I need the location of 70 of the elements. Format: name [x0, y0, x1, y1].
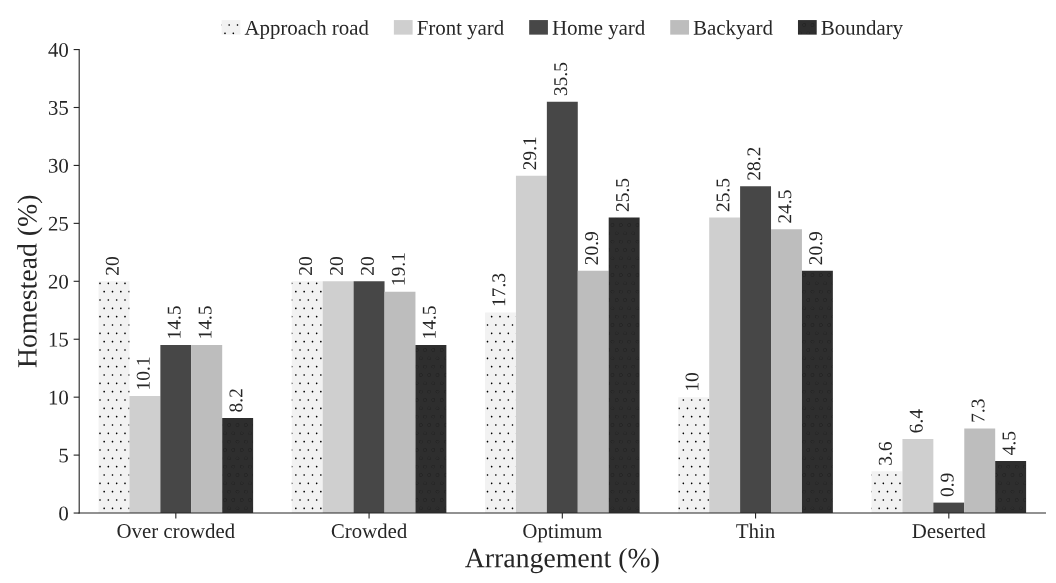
- y-tick-label: 35: [48, 100, 68, 115]
- legend-label: Front yard: [417, 20, 504, 40]
- data-label: 17.3: [492, 273, 506, 306]
- data-label: 8.2: [229, 389, 243, 412]
- data-label: 29.1: [523, 137, 537, 170]
- bar: [709, 217, 741, 514]
- bar: [191, 345, 223, 514]
- bar: [801, 270, 833, 514]
- data-label: 10: [685, 372, 699, 390]
- bar: [415, 345, 447, 514]
- y-axis-title: Homestead (%): [17, 195, 43, 368]
- x-tick-label: Over crowded: [117, 523, 235, 539]
- data-label: 19.1: [391, 253, 405, 285]
- bar: [384, 291, 416, 514]
- data-label: 6.4: [909, 409, 923, 433]
- x-tick-label: Thin: [736, 523, 775, 538]
- bar: [291, 281, 323, 514]
- bar: [871, 471, 903, 514]
- bar: [322, 281, 354, 514]
- data-label: 28.2: [747, 147, 761, 180]
- bar: [902, 438, 934, 514]
- data-label: 25.5: [615, 178, 630, 212]
- y-tick-label: 25: [48, 216, 68, 231]
- bar: [577, 270, 609, 514]
- bar: [678, 397, 710, 514]
- data-label: 14.5: [422, 306, 436, 338]
- bar: [353, 281, 385, 514]
- data-label: 24.5: [778, 190, 792, 223]
- bar: [222, 418, 254, 514]
- data-label: 14.5: [167, 306, 181, 338]
- bar: [160, 345, 192, 514]
- x-tick-label: Crowded: [331, 523, 407, 539]
- data-label: 20: [360, 257, 374, 275]
- legend-label: Home yard: [552, 20, 645, 40]
- bar: [771, 229, 802, 514]
- bar: [129, 396, 161, 514]
- data-label: 7.3: [971, 399, 985, 422]
- bar: [485, 312, 516, 514]
- data-label: 25.5: [716, 178, 730, 212]
- bar: [995, 460, 1027, 514]
- y-tick-label: 20: [48, 274, 68, 289]
- y-tick-label: 0: [59, 506, 68, 521]
- bar: [546, 101, 578, 514]
- legend-label: Approach road: [244, 20, 369, 40]
- y-tick-label: 15: [49, 332, 68, 347]
- y-tick-label: 30: [48, 158, 68, 173]
- y-tick-label: 10: [49, 390, 68, 405]
- data-label: 20: [329, 257, 344, 275]
- data-label: 35.5: [554, 62, 568, 96]
- data-label: 14.5: [198, 306, 212, 338]
- data-label: 10.1: [136, 357, 150, 389]
- legend-label: Boundary: [821, 20, 903, 40]
- y-tick-label: 5: [59, 448, 68, 463]
- legend-label: Backyard: [693, 20, 773, 40]
- data-label: 4.5: [1002, 431, 1016, 455]
- bar: [515, 175, 547, 514]
- bar: [98, 281, 130, 514]
- data-label: 20: [105, 257, 119, 275]
- bar: [608, 217, 640, 514]
- data-label: 0.9: [940, 473, 954, 497]
- data-label: 20.9: [584, 232, 599, 265]
- data-label: 20.9: [809, 232, 823, 265]
- bar: [740, 186, 772, 514]
- y-tick-label: 40: [48, 42, 68, 57]
- data-label: 20: [298, 257, 313, 275]
- x-tick-label: Optimum: [523, 524, 602, 543]
- x-tick-label: Deserted: [912, 523, 986, 539]
- data-label: 3.6: [878, 442, 892, 465]
- bar: [964, 428, 996, 514]
- x-axis-title: Arrangement (%): [465, 547, 659, 574]
